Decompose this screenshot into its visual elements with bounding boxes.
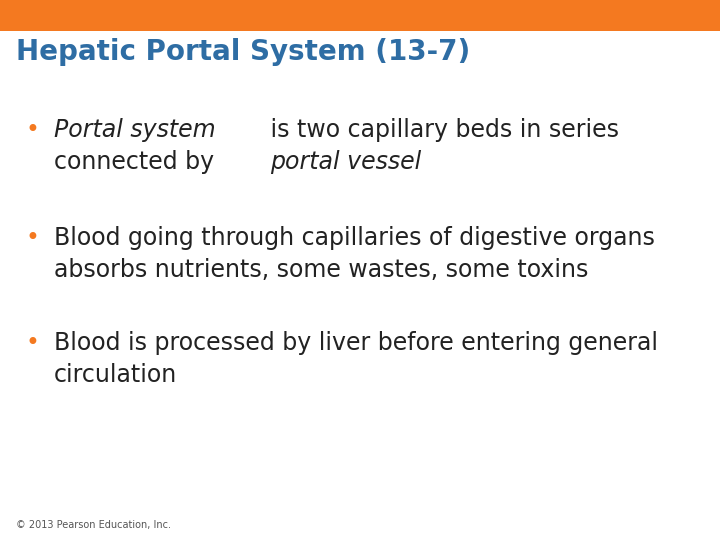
Text: absorbs nutrients, some wastes, some toxins: absorbs nutrients, some wastes, some tox… [54,258,588,282]
Text: •: • [25,331,40,355]
Text: connected by: connected by [54,150,222,174]
Text: circulation: circulation [54,363,177,387]
Text: is two capillary beds in series: is two capillary beds in series [263,118,618,141]
Text: Hepatic Portal System (13-7): Hepatic Portal System (13-7) [16,38,470,66]
Bar [0,0,720,31]
Text: © 2013 Pearson Education, Inc.: © 2013 Pearson Education, Inc. [16,520,171,530]
Text: Portal system: Portal system [54,118,215,141]
Text: Blood is processed by liver before entering general: Blood is processed by liver before enter… [54,331,658,355]
Text: Blood going through capillaries of digestive organs: Blood going through capillaries of diges… [54,226,655,249]
Text: portal vessel: portal vessel [270,150,421,174]
Text: •: • [25,226,40,249]
Text: •: • [25,118,40,141]
